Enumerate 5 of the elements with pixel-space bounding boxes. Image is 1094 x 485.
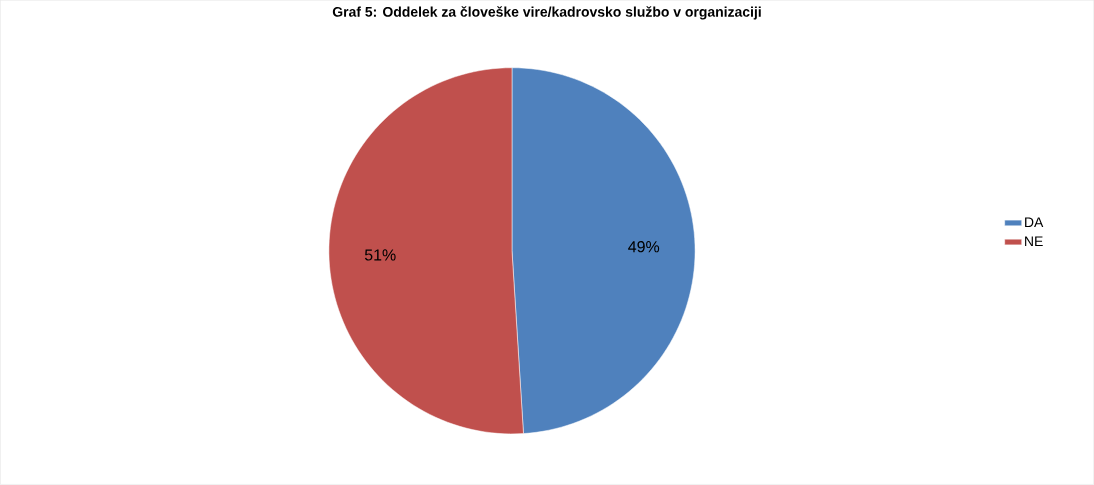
legend-label: DA	[1025, 217, 1044, 228]
legend-label: NE	[1025, 236, 1043, 247]
data-label: 49%	[628, 241, 660, 253]
data-label: 51%	[364, 249, 396, 261]
chart-title: Graf 5: Oddelek za človeške vire/kadrovsko službo v organizaciji	[332, 6, 761, 20]
